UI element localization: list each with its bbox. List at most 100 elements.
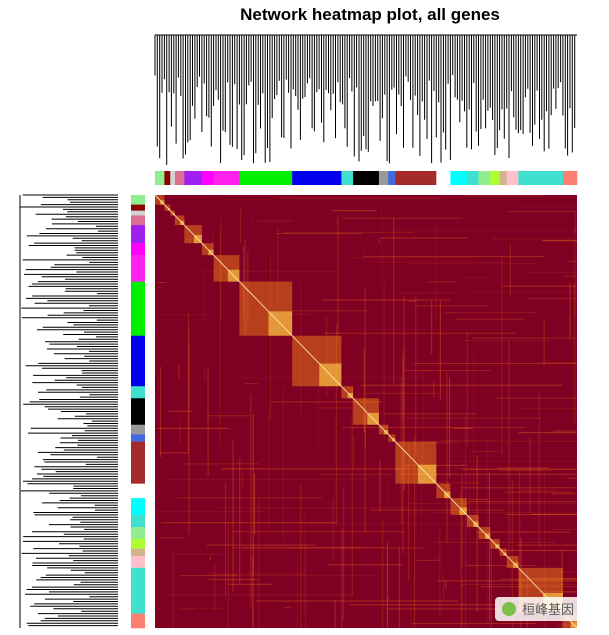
texture: [335, 322, 337, 526]
texture: [469, 476, 471, 534]
texture: [225, 481, 227, 595]
texture: [466, 331, 468, 446]
texture: [398, 473, 577, 475]
texture: [247, 250, 249, 326]
module-bar-left: [131, 255, 145, 282]
module-bar-top: [170, 171, 176, 185]
texture: [519, 489, 558, 491]
texture: [252, 557, 254, 628]
texture: [574, 283, 576, 424]
texture: [461, 475, 463, 569]
texture: [412, 482, 480, 484]
texture: [300, 482, 302, 628]
texture: [386, 542, 388, 628]
texture: [417, 442, 460, 444]
texture: [364, 409, 366, 533]
texture: [341, 528, 343, 628]
module-bar-left: [131, 526, 145, 540]
module-bar-left: [131, 386, 145, 399]
texture: [520, 408, 577, 410]
texture: [240, 619, 243, 621]
module-bar-top: [155, 171, 165, 185]
texture: [434, 541, 556, 543]
texture: [341, 217, 463, 219]
texture: [159, 537, 184, 539]
module-bar-top: [341, 171, 354, 185]
texture: [462, 576, 464, 628]
texture: [515, 342, 519, 344]
texture: [393, 217, 395, 385]
module-bar-left: [131, 225, 145, 244]
texture: [222, 507, 411, 509]
texture: [464, 195, 549, 197]
texture: [471, 451, 499, 453]
texture: [409, 300, 417, 302]
texture: [350, 604, 526, 606]
module-bar-left: [131, 514, 145, 528]
texture: [350, 426, 471, 428]
module-bars: [131, 171, 578, 629]
texture: [244, 383, 259, 385]
texture: [332, 498, 334, 560]
texture: [561, 550, 563, 628]
chart-title: Network heatmap plot, all genes: [240, 5, 500, 24]
texture: [439, 300, 441, 400]
texture: [411, 622, 537, 624]
texture: [239, 458, 241, 584]
texture: [244, 239, 246, 334]
texture: [496, 397, 577, 399]
texture: [252, 544, 254, 628]
texture: [420, 370, 432, 372]
texture: [204, 270, 337, 272]
texture: [511, 480, 513, 628]
module-bar-left: [131, 281, 145, 337]
texture: [268, 412, 270, 530]
texture: [220, 217, 222, 322]
texture: [178, 365, 180, 379]
texture: [427, 281, 456, 283]
module-bar-left: [131, 424, 145, 435]
texture: [544, 471, 546, 628]
module-bar-left: [131, 441, 145, 484]
texture: [520, 537, 522, 628]
module-bar-top: [518, 171, 564, 185]
module-bar-top: [450, 171, 468, 185]
texture: [255, 600, 459, 602]
texture: [420, 440, 422, 536]
texture: [304, 546, 306, 628]
texture: [422, 369, 424, 469]
texture: [505, 514, 577, 516]
texture: [284, 231, 414, 233]
texture: [530, 578, 577, 580]
texture: [467, 498, 489, 500]
texture: [409, 503, 577, 505]
texture: [518, 432, 577, 434]
texture: [231, 547, 424, 549]
watermark: 桓峰基因: [522, 602, 574, 617]
texture: [428, 440, 577, 442]
texture: [283, 313, 309, 315]
texture: [537, 362, 577, 364]
texture: [405, 417, 541, 419]
module-bar-top: [174, 171, 185, 185]
module-bar-top: [506, 171, 519, 185]
texture: [529, 436, 531, 514]
module-bar-left: [131, 613, 145, 629]
texture: [413, 363, 577, 365]
texture: [498, 467, 549, 469]
texture: [185, 607, 224, 609]
texture: [372, 261, 506, 263]
texture: [212, 229, 214, 254]
texture: [405, 263, 540, 265]
texture: [460, 584, 576, 586]
texture: [160, 366, 162, 458]
texture: [467, 501, 577, 503]
texture: [447, 460, 577, 462]
texture: [436, 558, 441, 560]
module-bar-top: [478, 171, 491, 185]
watermark-box: [495, 597, 603, 621]
texture: [378, 238, 380, 244]
texture: [431, 300, 433, 354]
module-bar-top: [239, 171, 293, 185]
